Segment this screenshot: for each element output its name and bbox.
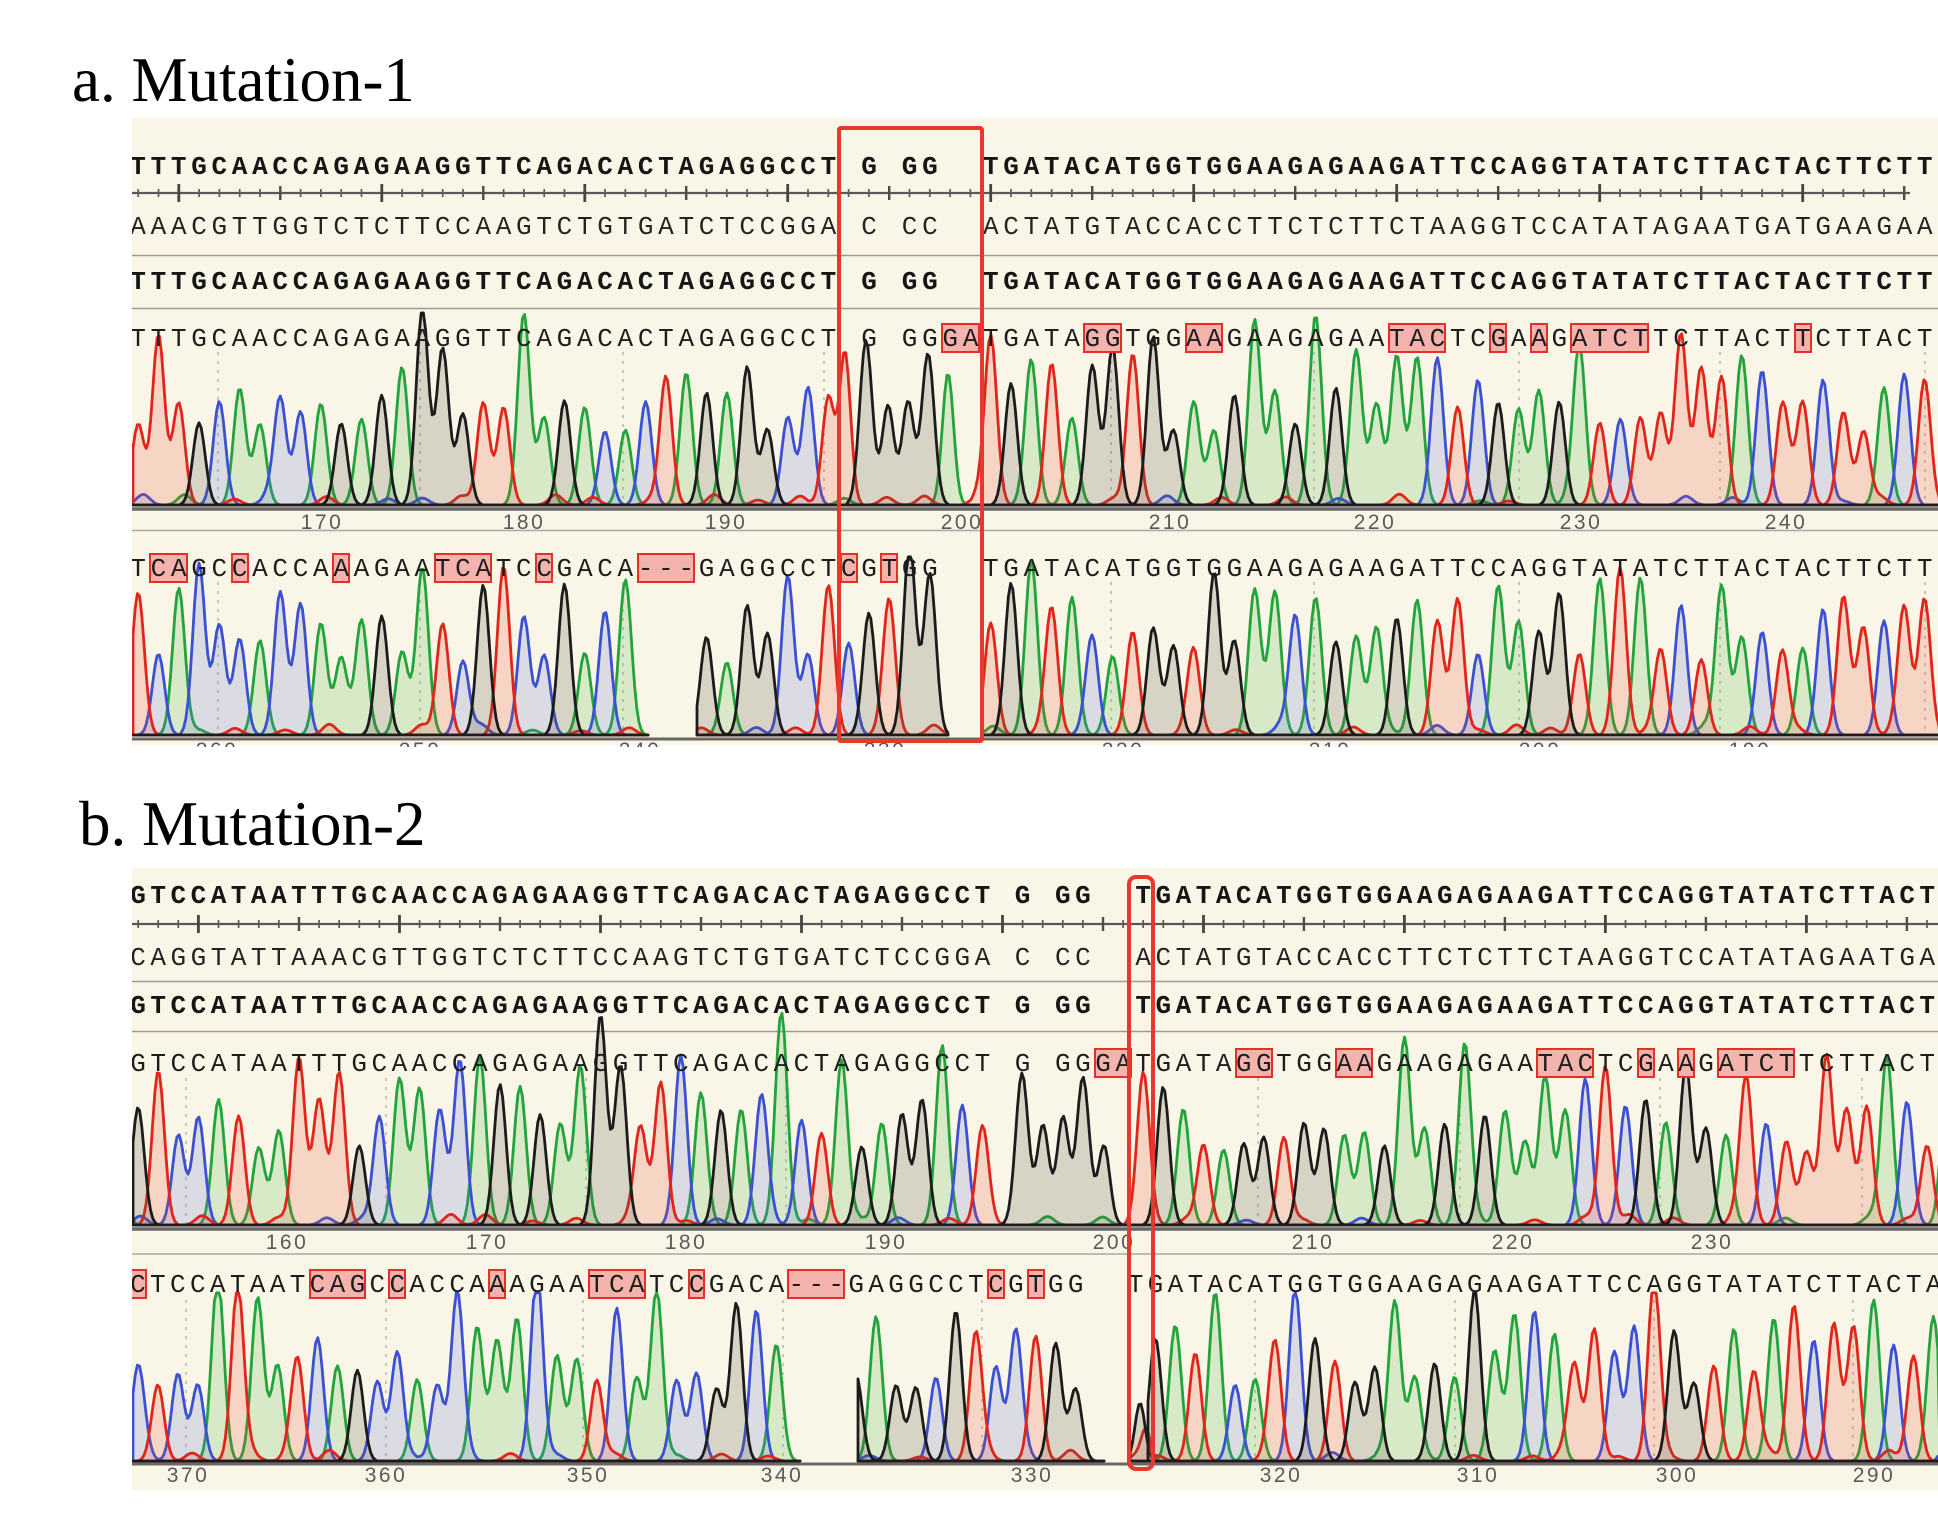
svg-text:260: 260: [196, 739, 239, 762]
svg-text:210: 210: [1292, 1231, 1335, 1254]
svg-text:340: 340: [761, 1464, 804, 1487]
svg-text:350: 350: [567, 1464, 610, 1487]
svg-text:190: 190: [865, 1231, 908, 1254]
svg-text:330: 330: [1011, 1464, 1054, 1487]
svg-text:220: 220: [1492, 1231, 1535, 1254]
svg-text:230: 230: [1560, 511, 1603, 534]
svg-text:220: 220: [1354, 511, 1397, 534]
svg-text:220: 220: [1102, 739, 1145, 762]
svg-text:320: 320: [1260, 1464, 1303, 1487]
svg-text:240: 240: [619, 739, 662, 762]
svg-text:290: 290: [1853, 1464, 1896, 1487]
svg-text:180: 180: [665, 1231, 708, 1254]
svg-text:210: 210: [1149, 511, 1192, 534]
svg-text:160: 160: [266, 1231, 309, 1254]
svg-text:190: 190: [705, 511, 748, 534]
svg-text:200: 200: [1093, 1231, 1136, 1254]
svg-text:370: 370: [167, 1464, 210, 1487]
svg-text:200: 200: [941, 511, 984, 534]
svg-text:230: 230: [1691, 1231, 1734, 1254]
svg-text:170: 170: [466, 1231, 509, 1254]
svg-text:180: 180: [503, 511, 546, 534]
svg-text:250: 250: [399, 739, 442, 762]
svg-text:210: 210: [1309, 739, 1352, 762]
svg-text:200: 200: [1519, 739, 1562, 762]
svg-text:360: 360: [365, 1464, 408, 1487]
svg-text:240: 240: [1765, 511, 1808, 534]
svg-text:190: 190: [1729, 739, 1772, 762]
svg-text:300: 300: [1656, 1464, 1699, 1487]
svg-text:310: 310: [1457, 1464, 1500, 1487]
svg-text:170: 170: [301, 511, 344, 534]
svg-text:230: 230: [864, 739, 907, 762]
